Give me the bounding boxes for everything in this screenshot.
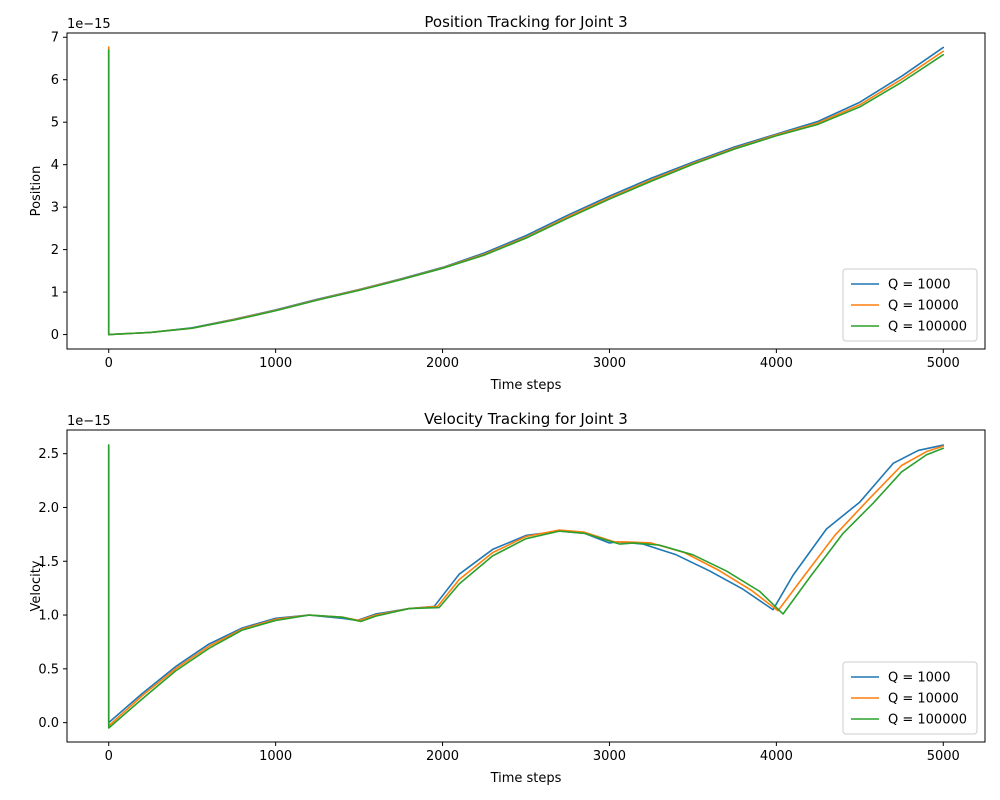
series-line-0 (107, 444, 945, 724)
x-axis-label: Time steps (490, 378, 562, 393)
legend-box (842, 661, 978, 735)
series-lines (107, 46, 945, 336)
y-tick-label: 5 (51, 116, 59, 131)
legend-entry: Q = 100000 (888, 713, 967, 728)
y-tick-label: 6 (51, 73, 59, 88)
y-tick-label: 0.0 (38, 716, 59, 731)
x-tick-label: 3000 (593, 749, 626, 764)
legend-entry: Q = 10000 (888, 299, 959, 314)
y-axis-label: Position (29, 166, 44, 217)
series-line-1 (107, 444, 945, 727)
velocity-chart: 0 1000 2000 3000 4000 5000 0.0 0.5 1.0 1.5 2.0 2.5 1… (29, 410, 986, 786)
position-chart: 0 1000 2000 3000 4000 5000 0 1 2 3 4 5 6 7 1e−15 Positi… (29, 13, 986, 393)
y-tick-label: 3 (51, 201, 59, 216)
series-line-2 (107, 444, 945, 729)
legend-entry: Q = 1000 (888, 671, 950, 686)
y-tick-label: 1.0 (38, 609, 59, 624)
x-tick-label: 2000 (426, 749, 459, 764)
y-tick-label: 0 (51, 328, 59, 343)
y-tick-label: 1.5 (38, 555, 59, 570)
chart-title: Position Tracking for Joint 3 (424, 13, 627, 31)
y-tick-label: 7 (51, 31, 59, 46)
x-tick-label: 0 (105, 356, 113, 371)
x-tick-label: 1000 (259, 356, 292, 371)
legend-box (842, 268, 978, 342)
axes-frame (66, 429, 986, 743)
legend: Q = 1000 Q = 10000 Q = 100000 (842, 661, 978, 735)
series-lines (107, 444, 945, 729)
y-tick-label: 0.5 (38, 662, 59, 677)
series-line-1 (107, 46, 945, 336)
series-line-2 (107, 49, 945, 336)
x-tick-label: 5000 (927, 749, 960, 764)
legend-entry: Q = 10000 (888, 692, 959, 707)
axes-frame (66, 32, 986, 350)
y-offset-label: 1e−15 (67, 17, 111, 32)
x-tick-label: 5000 (927, 356, 960, 371)
chart-title: Velocity Tracking for Joint 3 (424, 410, 628, 428)
y-offset-label: 1e−15 (67, 414, 111, 429)
y-axis-label: Velocity (29, 560, 44, 611)
y-tick-label: 2.5 (38, 447, 59, 462)
x-tick-label: 0 (105, 749, 113, 764)
legend: Q = 1000 Q = 10000 Q = 100000 (842, 268, 978, 342)
y-tick-label: 2.0 (38, 501, 59, 516)
y-tick-label: 4 (51, 158, 59, 173)
x-axis-label: Time steps (490, 771, 562, 786)
x-tick-label: 1000 (259, 749, 292, 764)
x-tick-label: 4000 (760, 356, 793, 371)
legend-entry: Q = 100000 (888, 320, 967, 335)
y-tick-label: 2 (51, 243, 59, 258)
y-tick-label: 1 (51, 286, 59, 301)
x-tick-label: 3000 (593, 356, 626, 371)
x-tick-label: 4000 (760, 749, 793, 764)
series-line-0 (107, 46, 945, 336)
x-tick-label: 2000 (426, 356, 459, 371)
legend-entry: Q = 1000 (888, 278, 950, 293)
